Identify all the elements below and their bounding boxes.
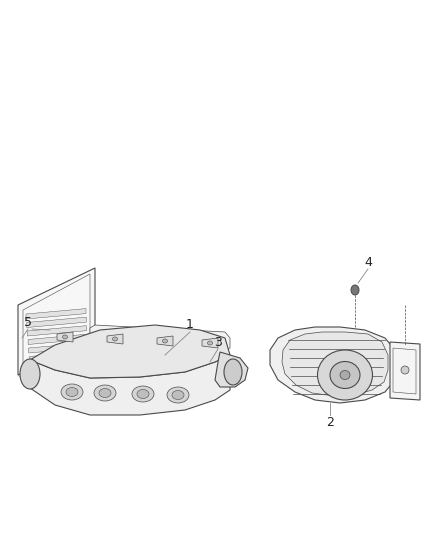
Ellipse shape [61,384,83,400]
Ellipse shape [224,359,242,385]
Ellipse shape [94,385,116,401]
Ellipse shape [330,361,360,389]
Ellipse shape [340,370,350,379]
Polygon shape [107,334,123,344]
Polygon shape [202,338,218,348]
Text: 3: 3 [214,335,222,349]
Polygon shape [30,325,230,378]
Text: 4: 4 [364,255,372,269]
Polygon shape [26,309,86,319]
Ellipse shape [167,387,189,403]
Polygon shape [215,352,248,387]
Ellipse shape [132,386,154,402]
Polygon shape [29,351,87,361]
Ellipse shape [137,390,149,399]
Ellipse shape [172,391,184,400]
Polygon shape [282,332,388,396]
Polygon shape [390,342,420,400]
Polygon shape [270,327,397,403]
Polygon shape [28,326,86,336]
Polygon shape [29,343,87,353]
Polygon shape [27,317,86,327]
Text: 2: 2 [326,416,334,429]
Ellipse shape [99,389,111,398]
Text: 5: 5 [24,316,32,328]
Ellipse shape [351,285,359,295]
Polygon shape [28,334,87,344]
Polygon shape [157,336,173,346]
Ellipse shape [113,337,117,341]
Ellipse shape [162,339,167,343]
Ellipse shape [401,366,409,374]
Ellipse shape [208,341,212,345]
Ellipse shape [20,359,40,389]
Ellipse shape [66,387,78,397]
Ellipse shape [63,335,67,339]
Polygon shape [30,355,230,415]
Polygon shape [30,360,87,370]
Polygon shape [90,325,230,350]
Polygon shape [57,332,73,342]
Text: 1: 1 [186,319,194,332]
Polygon shape [18,268,95,375]
Ellipse shape [318,350,372,400]
